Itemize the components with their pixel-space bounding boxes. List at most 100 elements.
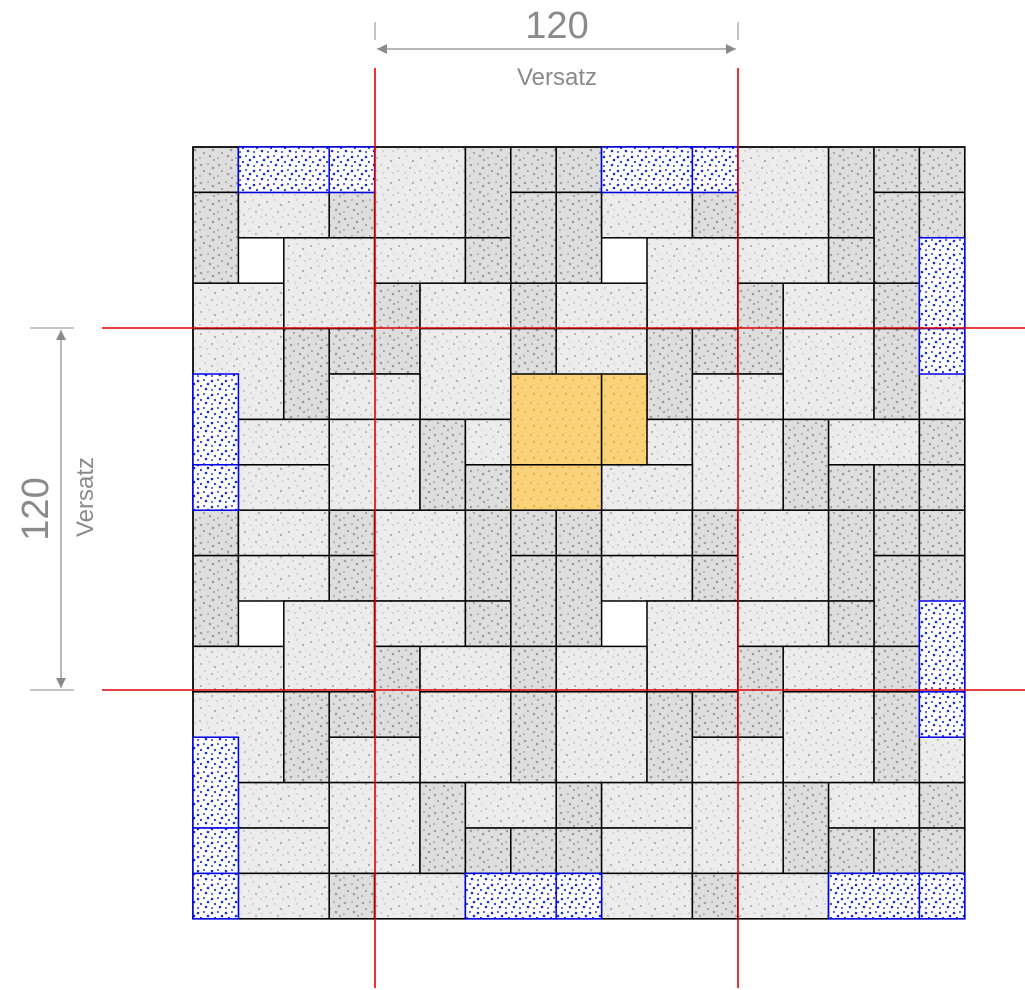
highlight-tile (510, 464, 603, 511)
cut-tile (600, 146, 694, 194)
paving-tile (237, 554, 330, 602)
paving-tile (283, 600, 376, 693)
paving-tile (873, 464, 921, 511)
cut-tile (192, 827, 240, 875)
paving-tile (555, 554, 603, 648)
paving-tile (873, 554, 921, 648)
paving-tile (555, 146, 603, 194)
paving-tile (419, 282, 512, 330)
paving-tile (827, 237, 875, 284)
paving-tile (782, 418, 830, 511)
paving-tile (237, 781, 330, 829)
paving-tile (827, 146, 875, 239)
paving-tile (373, 146, 467, 239)
dimension-top-value: 120 (525, 5, 588, 47)
cut-tile (192, 736, 240, 829)
paving-tile (782, 781, 830, 875)
cut-tile (827, 872, 921, 920)
paving-tile (328, 554, 376, 602)
paving-tile (737, 645, 784, 738)
paving-tile (782, 691, 875, 784)
paving-tile (237, 872, 330, 920)
paving-tile (283, 237, 376, 330)
paving-tile (691, 509, 739, 557)
paving-tile (691, 327, 739, 375)
tile-field (192, 146, 966, 920)
paving-tile (192, 282, 285, 330)
dimension-left-value: 120 (15, 477, 57, 540)
cut-tile (918, 600, 966, 693)
cut-tile (918, 872, 966, 920)
cut-tile (918, 237, 966, 330)
paving-tile (555, 282, 648, 330)
paving-tile (691, 554, 739, 602)
cut-tile (328, 146, 376, 194)
cut-tile (691, 146, 739, 194)
paving-tile (873, 827, 921, 875)
cut-tile (918, 691, 966, 738)
paving-tile (555, 509, 603, 557)
paving-tile (873, 509, 921, 557)
paving-tile (373, 645, 421, 738)
paving-tile (464, 600, 512, 648)
paving-tile (237, 191, 330, 239)
paving-tile (646, 691, 694, 784)
paving-tile (646, 327, 694, 421)
paving-tile (918, 781, 966, 829)
paving-tile (918, 418, 966, 466)
paving-tile (737, 872, 830, 920)
paving-tile (827, 418, 921, 466)
paving-tile (192, 645, 285, 693)
paving-tile (283, 691, 330, 784)
paving-tile (555, 191, 603, 284)
paving-tile (600, 827, 694, 875)
dimension-left-label: Versatz (72, 457, 99, 537)
paving-tile (237, 418, 330, 466)
paving-tile (691, 191, 739, 239)
highlight-tile (510, 373, 603, 466)
paving-tile (510, 645, 557, 693)
cut-tile (192, 464, 240, 511)
paving-tile (419, 645, 512, 693)
paving-tile (237, 509, 330, 557)
paving-tile (827, 600, 875, 648)
paving-tile (555, 645, 648, 693)
paving-tile (510, 191, 557, 284)
paving-tile (600, 509, 694, 557)
cut-tile (555, 872, 603, 920)
paving-tile (600, 464, 694, 511)
paving-tile (237, 827, 330, 875)
paving-tile (464, 237, 512, 284)
paving-tile (646, 600, 739, 693)
paving-tile (510, 691, 557, 784)
paving-tile (827, 781, 921, 829)
cut-tile (918, 327, 966, 375)
paving-tile (283, 327, 330, 421)
repeat-lines (102, 68, 1025, 988)
paving-tile (419, 691, 512, 784)
paving-tile (555, 691, 648, 784)
highlight-tile (600, 373, 648, 466)
paving-tile (646, 237, 739, 330)
paving-tile (328, 191, 376, 239)
paving-tile (328, 327, 376, 375)
paving-tile (691, 872, 739, 920)
paving-tile (737, 146, 830, 239)
paving-tile (737, 237, 830, 284)
paving-tile (510, 282, 557, 330)
paving-tile (737, 509, 830, 602)
paving-tile (328, 691, 376, 738)
dimension-top-label: Versatz (517, 64, 597, 91)
paving-tile (555, 827, 603, 875)
paving-tile (419, 327, 512, 421)
paving-tile (873, 645, 921, 693)
paving-tile (873, 146, 921, 194)
paving-tile (555, 781, 603, 829)
paving-tile (510, 509, 557, 557)
paving-tile (873, 327, 921, 421)
paving-tile (600, 554, 694, 602)
paving-tile (691, 691, 739, 738)
paving-tile (373, 237, 467, 284)
paving-tile (827, 464, 875, 511)
